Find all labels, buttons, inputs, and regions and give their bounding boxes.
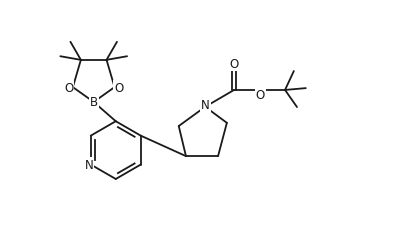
Text: N: N	[84, 158, 93, 171]
Text: O: O	[114, 81, 123, 94]
Text: N: N	[201, 99, 210, 112]
Text: O: O	[229, 58, 239, 71]
Text: B: B	[90, 96, 98, 109]
Text: O: O	[64, 81, 74, 94]
Text: O: O	[256, 89, 265, 102]
